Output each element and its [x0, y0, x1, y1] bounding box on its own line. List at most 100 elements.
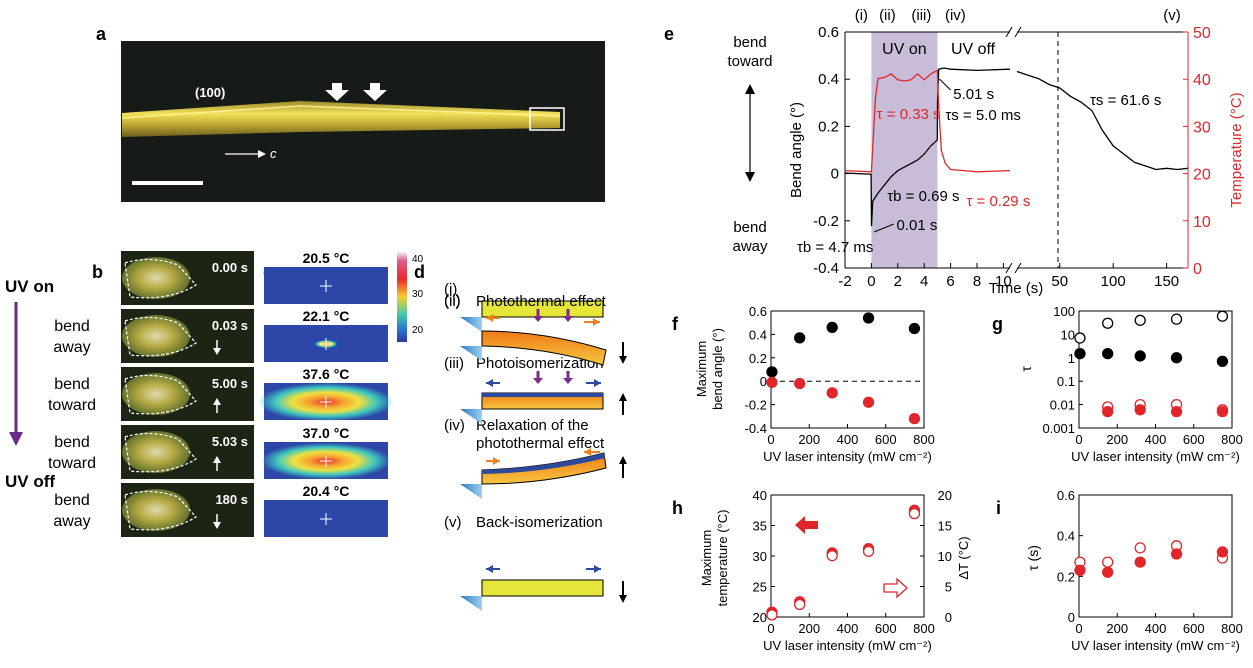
prism [460, 346, 482, 361]
back-arrow-left-head [486, 565, 493, 573]
panel-d-schematics: (i) (ii) [444, 281, 604, 332]
panel-d-steps: (ii) Photothermal effect (iii) Photoisomeri… [444, 293, 627, 611]
ytick-label-2: 0 [831, 166, 839, 183]
colorbar [397, 252, 407, 342]
ytick-label-2: 0.4 [1057, 529, 1075, 544]
thermal-temp-4: 20.4 °C [303, 483, 350, 499]
annot-001-arrow [873, 223, 895, 233]
xtick-label-1: 200 [1106, 432, 1128, 447]
y2tick-label-0: 0 [945, 610, 952, 625]
point-1-4 [908, 412, 921, 425]
thermal-temp-3: 37.0 °C [303, 425, 350, 441]
point-1-0 [1074, 564, 1086, 576]
side-arrow-down [745, 172, 755, 182]
uv-arrow-head [533, 378, 543, 384]
side-bottom-1: bend [733, 219, 766, 236]
region-uv-on: UV on [882, 41, 926, 58]
side-top-1: bend [733, 34, 766, 51]
xlabel: UV laser intensity (mW cm⁻²) [1071, 449, 1240, 464]
point-1-0 [766, 376, 778, 389]
ytick-label-0: 20 [753, 610, 767, 625]
point-0-3 [862, 312, 875, 324]
ytick-label-0: 0 [1068, 610, 1075, 625]
side-top-2: toward [727, 53, 772, 70]
xtick-label-4: 800 [913, 432, 935, 447]
annot-tau-b-069: τb = 0.69 s [887, 188, 959, 205]
annot-tau-b-47: τb = 4.7 ms [797, 239, 873, 256]
thermal-temp-1: 22.1 °C [303, 308, 350, 324]
xtick-label-6: 10 [995, 273, 1012, 290]
panel-a-micrograph: (100) c [121, 41, 605, 202]
panel-letter-d: d [414, 262, 425, 282]
xtick-label-0: 0 [767, 432, 774, 447]
point-3-3 [1216, 405, 1229, 418]
panel-letter-e: e [664, 24, 674, 44]
outline-3 [124, 432, 197, 473]
point-3-0 [1102, 405, 1114, 418]
back-arrow-right-head [594, 565, 601, 573]
frame-label-a-2: bend [54, 376, 90, 393]
ytick-label-2: 0 [760, 374, 767, 389]
series-line-2 [844, 69, 1011, 173]
ytick-label-3: 1 [1068, 351, 1075, 366]
ytick-label-3: 0.2 [818, 118, 839, 135]
ytick-label-4: 10 [1061, 327, 1075, 342]
frame-label-b-4: away [53, 513, 90, 530]
ytick-label-1: 0.01 [1050, 398, 1075, 413]
uv-on-label: UV on [5, 277, 54, 296]
step-num-1: (ii) [444, 293, 461, 310]
panel-letter-a: a [96, 24, 107, 44]
colorbar-tick-40: 40 [412, 254, 424, 265]
bar-iv-top [482, 453, 605, 474]
point-1-1 [1102, 348, 1114, 360]
panel-letter-h: h [672, 498, 683, 518]
step-i-num: (i) [444, 281, 457, 298]
point-0-3 [1170, 313, 1183, 325]
frame-label-a-3: bend [54, 434, 90, 451]
xtick-label-3: 600 [1183, 432, 1205, 447]
point-open-3 [862, 545, 875, 558]
frame-arrowhead-4 [213, 522, 221, 529]
outline-4 [124, 490, 197, 531]
plot-frame [770, 310, 925, 429]
ytick-label-0: 0.001 [1042, 421, 1075, 436]
top-label-3: (iv) [945, 7, 966, 24]
prism [460, 409, 482, 424]
uv-off-label: UV off [5, 472, 55, 491]
ytick-label-3: 0.2 [749, 351, 767, 366]
break-mark-a-0 [1005, 26, 1013, 38]
frame-time-3: 5.03 s [212, 434, 248, 449]
xtick-label-4: 800 [1221, 432, 1243, 447]
panel-g-chart: 0 200 400 600 800 0.001 0.01 0.1 1 10 100 UV laser … [1018, 304, 1243, 464]
ytick-label-5: 100 [1053, 304, 1075, 319]
ytick-label-1: -0.2 [745, 398, 767, 413]
y2tick-label-1: 10 [1193, 214, 1211, 231]
contract-arrow-right-head [594, 379, 601, 387]
ylabel-1: Maximum [699, 530, 714, 586]
panel-letter-g: g [992, 314, 1003, 334]
bar-ii [481, 330, 607, 366]
plot-frame [770, 494, 925, 618]
side-arrow-up [745, 84, 755, 94]
side-bottom-2: away [732, 238, 768, 255]
xtick-label-2: 400 [837, 621, 859, 636]
frame-label-a-4: bend [54, 492, 90, 509]
y2label: ΔT (°C) [956, 536, 971, 579]
expand-arrow-right-head [593, 318, 600, 326]
outline-2 [124, 374, 197, 415]
ytick-label-3: 35 [753, 519, 767, 534]
step-num-2: (iii) [444, 355, 464, 372]
panel-b-frames: 0.00 s 0.03 s bend away 5.00 s bend toward 5.03… [48, 251, 254, 537]
step-text-3: Relaxation of the [476, 417, 589, 434]
point-open-4 [908, 507, 921, 520]
point-1-0 [1074, 348, 1086, 360]
break-mark-a-1 [1005, 262, 1013, 274]
crystal-face-label: (100) [195, 85, 225, 100]
panel-i-chart: 0 200 400 600 800 0 0.2 0.4 0.6 UV laser intensit… [1025, 488, 1243, 653]
annot-001: 0.01 s [896, 217, 937, 234]
crystal-blob-2 [122, 373, 190, 415]
xtick-label-4: 6 [946, 273, 954, 290]
top-label-4: (v) [1163, 7, 1181, 24]
